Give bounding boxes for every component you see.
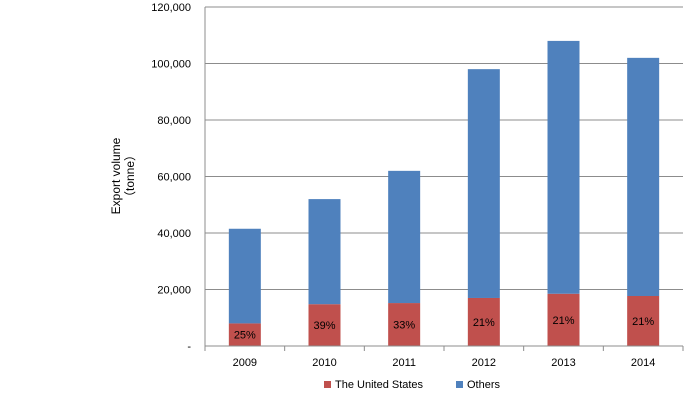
bar-segment: [308, 304, 341, 346]
bar-segment: [547, 293, 580, 346]
bar-data-label: 21%: [552, 315, 574, 327]
bar-data-label: 21%: [473, 317, 495, 329]
legend-label: The United States: [335, 379, 424, 391]
legend-swatch: [324, 381, 331, 388]
legend: The United States Others: [324, 379, 501, 391]
x-tick-label: 2012: [472, 357, 496, 369]
x-tick-label: 2009: [233, 357, 257, 369]
y-tick-label: 20,000: [157, 285, 191, 297]
y-tick-label: 120,000: [151, 2, 191, 14]
bar-segment: [388, 303, 421, 346]
bar-segment: [467, 297, 500, 346]
y-tick-label: 100,000: [151, 59, 191, 71]
legend-swatch: [456, 381, 463, 388]
legend-label: Others: [467, 379, 501, 391]
y-axis-label-line2: （tonne）: [123, 149, 137, 203]
gridlines: [205, 6, 683, 290]
y-tick-labels: - 20,000 40,000 60,000 80,000 100,000 120,000: [151, 2, 191, 353]
x-tick-label: 2010: [312, 357, 336, 369]
bar-segment: [627, 57, 660, 296]
y-tick-label: -: [187, 341, 191, 353]
bar-segment: [228, 323, 261, 346]
bar-data-label: 21%: [632, 316, 654, 328]
bar-segment: [547, 40, 580, 294]
x-tick-labels: 2009 2010 2011 2012 2013 2014: [233, 357, 656, 369]
bar-data-label: 25%: [234, 330, 256, 342]
bar-segment: [627, 295, 660, 346]
bar-data-label: 33%: [393, 320, 415, 332]
x-tick-label: 2013: [551, 357, 575, 369]
y-tick-label: 80,000: [157, 115, 191, 127]
bar-segment: [388, 170, 421, 304]
bar-segment: [228, 228, 261, 324]
y-tick-label: 60,000: [157, 172, 191, 184]
data-labels: 25% 39% 33% 21% 21% 21%: [234, 315, 655, 342]
bars: [228, 40, 660, 346]
bar-segment: [467, 69, 500, 298]
x-tick-label: 2011: [392, 357, 416, 369]
bar-segment: [308, 199, 341, 305]
x-tick-label: 2014: [631, 357, 655, 369]
y-tick-label: 40,000: [157, 228, 191, 240]
axes: [204, 7, 684, 351]
y-axis-label-line1: Export volume: [109, 137, 123, 214]
bar-data-label: 39%: [313, 320, 335, 332]
